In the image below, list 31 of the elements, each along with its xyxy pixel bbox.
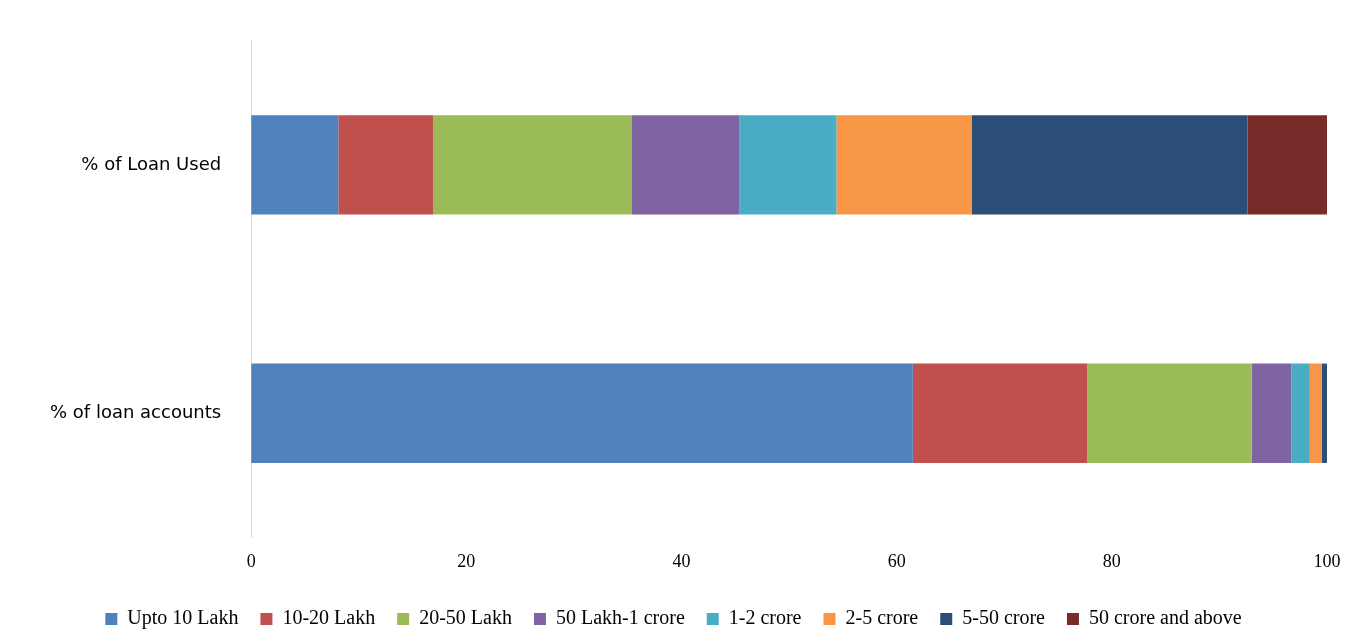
bar (836, 115, 972, 215)
x-tick-label: 100 (1313, 550, 1341, 571)
legend-label: 20-50 Lakh (419, 606, 512, 629)
legend-label: 10-20 Lakh (282, 606, 376, 629)
bar (1321, 363, 1327, 463)
bar (251, 363, 913, 463)
x-tick-label: 40 (672, 550, 691, 571)
bar (338, 115, 433, 215)
legend-label: 50 Lakh-1 crore (555, 606, 685, 629)
bar (1247, 115, 1327, 215)
legend-label: 5-50 crore (962, 606, 1046, 629)
bar (632, 115, 740, 215)
legend-label: Upto 10 Lakh (127, 606, 239, 630)
y-tick-label: % of loan accounts (49, 400, 222, 422)
bar (1309, 363, 1322, 463)
legend-label: 50 crore and above (1088, 606, 1242, 629)
bar (1291, 363, 1310, 463)
bar (432, 115, 633, 215)
bar (971, 115, 1248, 215)
bar (1087, 363, 1252, 463)
x-tick-label: 80 (1102, 550, 1121, 571)
x-tick-label: 60 (887, 550, 906, 571)
x-tick-label: 20 (457, 550, 476, 571)
legend-label: 1-2 crore (728, 606, 802, 629)
bar (251, 115, 339, 215)
bar (739, 115, 837, 215)
legend-label: 2-5 crore (845, 606, 919, 629)
bar (1251, 363, 1292, 463)
bar (912, 363, 1088, 463)
y-tick-label: % of Loan Used (81, 152, 222, 174)
x-tick-label: 0 (246, 550, 256, 571)
